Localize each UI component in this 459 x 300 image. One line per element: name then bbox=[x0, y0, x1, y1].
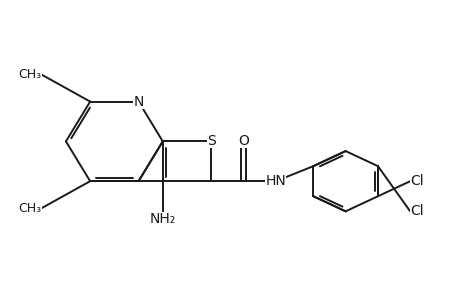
Text: Cl: Cl bbox=[409, 174, 423, 188]
Text: CH₃: CH₃ bbox=[18, 68, 42, 81]
Text: NH₂: NH₂ bbox=[149, 212, 175, 226]
Text: O: O bbox=[237, 134, 248, 148]
Text: HN: HN bbox=[265, 174, 285, 188]
Text: N: N bbox=[133, 94, 143, 109]
Text: S: S bbox=[207, 134, 215, 148]
Text: CH₃: CH₃ bbox=[18, 202, 42, 214]
Text: Cl: Cl bbox=[409, 204, 423, 218]
